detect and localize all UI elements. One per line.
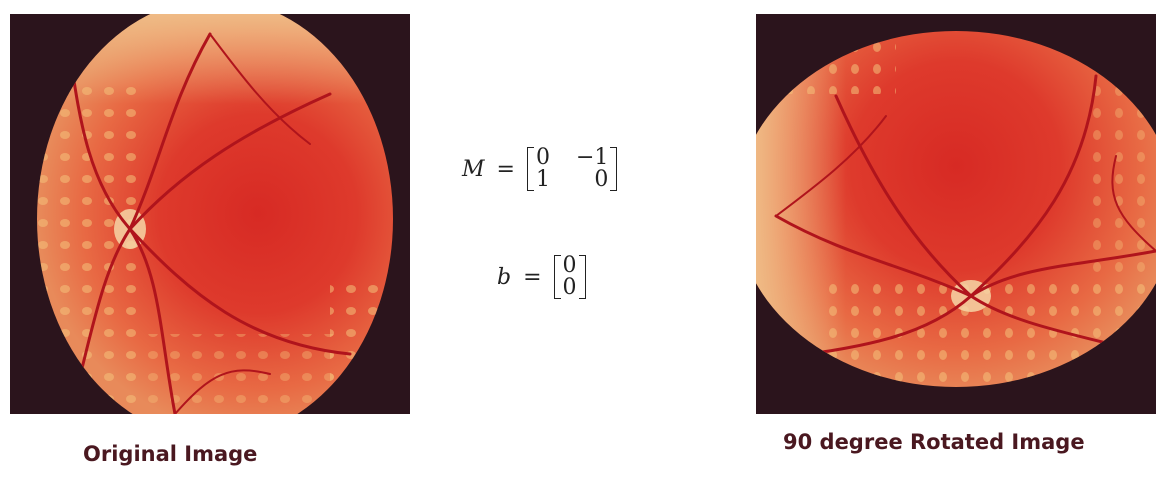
matrix-symbol-M: M — [462, 156, 485, 182]
vector-grid: 0 0 — [561, 255, 579, 299]
matrix-cell: 0 — [594, 167, 609, 192]
equals-sign: = — [523, 264, 542, 290]
equals-sign: = — [496, 156, 515, 182]
rotation-matrix: 0 −1 1 0 — [526, 147, 618, 191]
left-bracket — [553, 255, 561, 299]
rotated-fundus-image — [756, 14, 1156, 414]
matrix-cell: 1 — [535, 167, 550, 192]
matrix-grid: 0 −1 1 0 — [534, 147, 610, 191]
left-bracket — [526, 147, 534, 191]
rotated-image-caption: 90 degree Rotated Image — [783, 430, 1085, 454]
vector-cell: 0 — [562, 275, 577, 300]
right-bracket — [578, 255, 586, 299]
rotated-fundus-graphic — [756, 14, 1156, 414]
matrix-cell: −1 — [575, 145, 609, 170]
original-image-caption: Original Image — [83, 442, 258, 466]
translation-vector-formula: b = 0 0 — [497, 255, 586, 299]
vector-symbol-b: b — [497, 264, 512, 290]
translation-vector: 0 0 — [553, 255, 586, 299]
vector-cell: 0 — [562, 253, 577, 278]
matrix-cell: 0 — [535, 145, 550, 170]
right-bracket — [610, 147, 618, 191]
original-fundus-graphic — [10, 14, 410, 414]
rotation-matrix-formula: M = 0 −1 1 0 — [462, 147, 618, 191]
original-fundus-image — [10, 14, 410, 414]
